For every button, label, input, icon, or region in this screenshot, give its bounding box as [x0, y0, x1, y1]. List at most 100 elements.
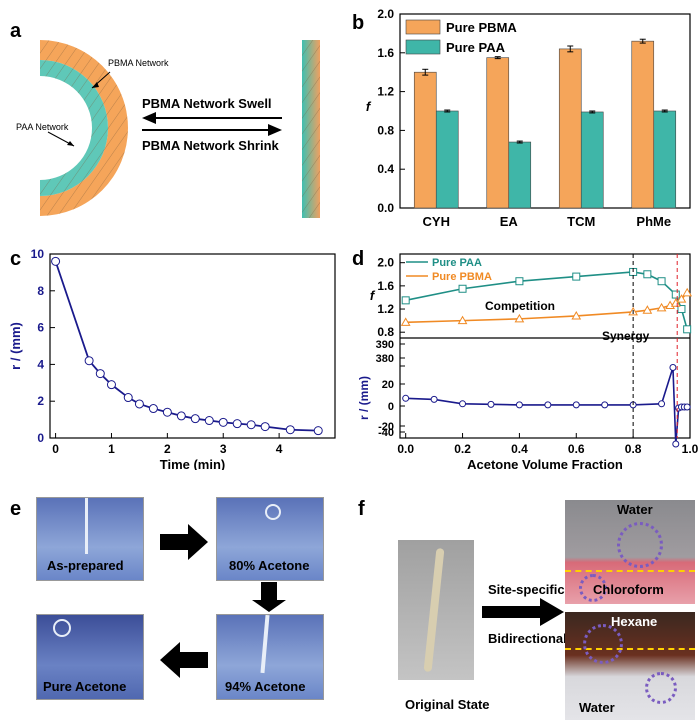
data-point-d-bottom — [430, 395, 438, 403]
xtick-label-d: 0.6 — [568, 442, 585, 456]
data-point-d-bottom — [402, 394, 410, 402]
ytick-label-d-top: 1.2 — [377, 302, 394, 316]
ytick-label-c: 8 — [37, 284, 44, 298]
ytick-label-b: 1.6 — [377, 46, 394, 60]
arrow-left-e — [160, 642, 208, 678]
synergy-label: Synergy — [602, 329, 650, 343]
xtick-label-b: EA — [500, 214, 519, 229]
data-point-c — [123, 393, 133, 403]
panel-label-a: a — [10, 20, 22, 42]
ytick-label-d-top: 0.8 — [377, 325, 394, 339]
data-point-c — [84, 356, 94, 366]
photo-as-prepared-label: As-prepared — [47, 558, 124, 573]
legend-label-d: Pure PAA — [432, 257, 482, 269]
original-state-label: Original State — [405, 697, 490, 712]
data-point-c — [148, 404, 158, 414]
plot-frame-c — [49, 253, 336, 439]
arrow-right-e — [160, 524, 208, 560]
ytick-label-d-bottom: 390 — [376, 339, 394, 351]
pbma-network-label: PBMA Network — [108, 58, 169, 68]
photo-pure-acetone-label: Pure Acetone — [43, 679, 127, 694]
data-point-c — [106, 380, 116, 390]
bidirectional-label: Bidirectional — [488, 631, 567, 646]
shrink-label: PBMA Network Shrink — [142, 138, 279, 153]
data-point-c — [218, 417, 228, 427]
data-point-c — [162, 407, 172, 417]
data-point-d-bottom — [487, 400, 495, 408]
xlabel-c: Time (min) — [160, 457, 226, 470]
photo-80-acetone: 80% Acetone — [216, 497, 324, 581]
water-top-label: Water — [617, 502, 653, 517]
chart-b: 0.0 0.4 0.8 1.2 1.6 2.0 f CYH EA TCM PhMe Pure PBMA… — [366, 7, 691, 229]
data-point-c — [246, 420, 256, 430]
plot-frame-b — [399, 13, 691, 209]
panel-label-d: d — [352, 248, 365, 270]
photo-original-state — [398, 540, 474, 680]
panel-label-e: e — [10, 498, 22, 520]
data-point-d-paa — [643, 270, 652, 279]
ytick-label-d-bottom: -20 — [378, 421, 394, 433]
data-point-d-paa — [657, 277, 666, 286]
xlabel-d: Acetone Volume Fraction — [467, 457, 623, 470]
bar-pbma — [486, 57, 510, 209]
competition-label: Competition — [485, 299, 555, 313]
data-point-c — [232, 419, 242, 429]
data-point-d-bottom — [572, 401, 580, 409]
ytick-label-b: 0.4 — [377, 162, 394, 176]
data-point-c — [204, 416, 214, 426]
data-point-c — [260, 422, 270, 432]
ytick-label-b: 0.8 — [377, 123, 394, 137]
data-point-d-paa — [515, 277, 524, 286]
legend-label-d: Pure PBMA — [432, 271, 492, 283]
ytick-label-d-top: 1.6 — [377, 279, 394, 293]
arrow-down-e — [252, 582, 286, 612]
ylabel-c: r / (mm) — [8, 322, 23, 370]
data-point-d-bottom — [672, 440, 680, 448]
bar-paa — [435, 110, 459, 209]
xtick-label-c: 1 — [108, 442, 115, 456]
data-point-d-paa — [683, 325, 692, 334]
photo-80-acetone-label: 80% Acetone — [229, 558, 310, 573]
ytick-label-d-bottom: 380 — [376, 353, 394, 365]
ytick-label-d-top: 2.0 — [377, 256, 394, 270]
data-point-d-pbma — [682, 287, 693, 297]
xtick-label-d: 0.2 — [454, 442, 471, 456]
legend-label-b: Pure PAA — [446, 40, 506, 55]
panel-e-arrows — [160, 524, 286, 678]
ytick-label-b: 2.0 — [377, 7, 394, 21]
data-point-d-bottom — [669, 364, 677, 371]
photo-as-prepared: As-prepared — [36, 497, 144, 581]
ytick-label-c: 2 — [37, 394, 44, 408]
photo-water-chloroform: Water Chloroform — [565, 500, 695, 604]
photo-hexane-water: Hexane Water — [565, 612, 695, 720]
ytick-label-c: 4 — [37, 357, 44, 371]
data-point-d-paa — [677, 305, 686, 314]
data-point-d-bottom — [459, 400, 467, 408]
photo-pure-acetone: Pure Acetone — [36, 614, 144, 700]
data-point-d-pbma — [457, 315, 468, 325]
xtick-label-c: 3 — [220, 442, 227, 456]
ytick-label-c: 6 — [37, 321, 44, 335]
data-point-c — [285, 425, 295, 435]
data-point-d-bottom — [544, 401, 552, 409]
xtick-label-b: TCM — [567, 214, 595, 229]
photo-94-acetone: 94% Acetone — [216, 614, 324, 700]
panel-a-diagram — [40, 40, 320, 218]
panel-label-b: b — [352, 12, 365, 34]
water-bottom-label: Water — [579, 700, 615, 715]
data-point-d-bottom — [658, 400, 666, 408]
data-point-d-paa — [572, 272, 581, 281]
data-point-c — [176, 411, 186, 421]
xtick-label-d: 0.4 — [511, 442, 528, 456]
chloroform-label: Chloroform — [593, 582, 664, 597]
ytick-label-d-bottom: -40 — [378, 427, 394, 439]
data-point-d-pbma — [676, 294, 687, 303]
panel-label-f: f — [358, 498, 365, 520]
ytick-label-b: 0.0 — [377, 201, 394, 215]
arrow-right-f — [482, 598, 564, 626]
xtick-label-c: 4 — [276, 442, 283, 456]
xtick-label-c: 0 — [52, 442, 59, 456]
ytick-label-d-bottom: 0 — [388, 401, 394, 413]
legend-swatch-b — [405, 19, 441, 35]
data-point-d-pbma — [656, 302, 667, 312]
